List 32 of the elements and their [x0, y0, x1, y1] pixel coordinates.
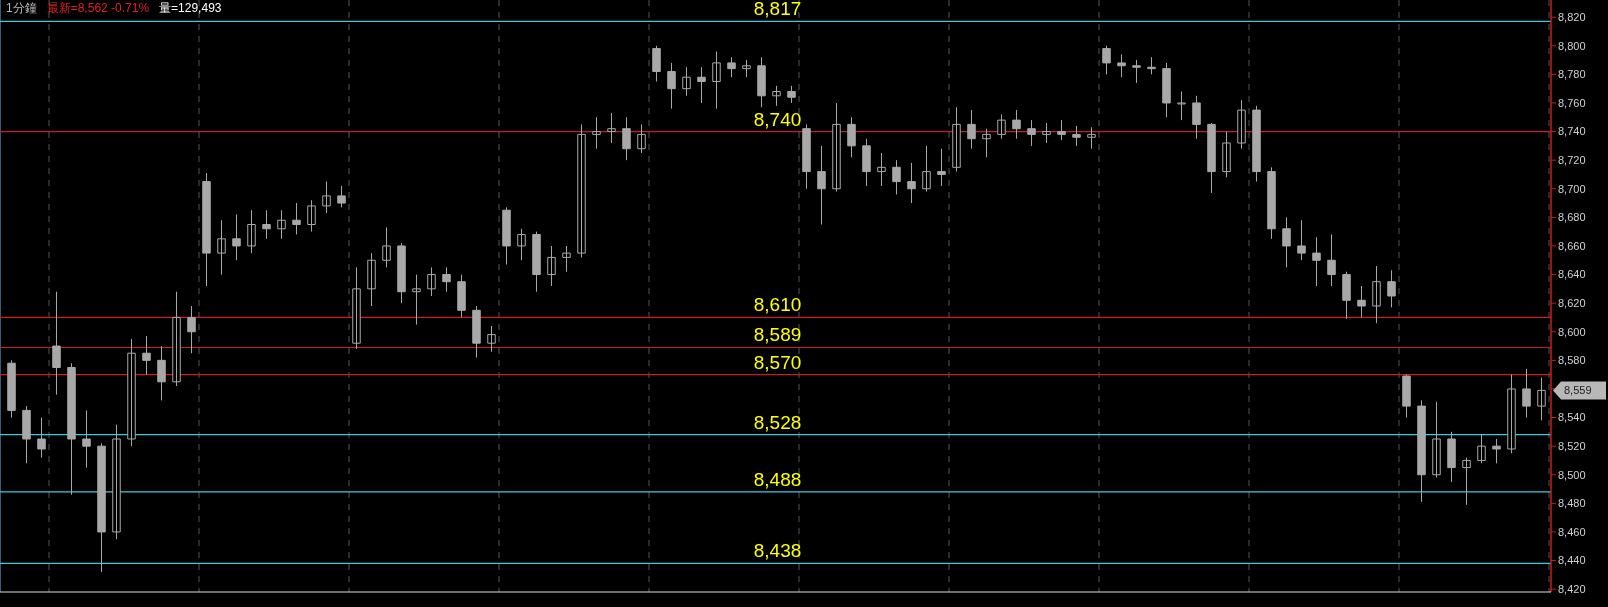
- y-tick-label: 8,500: [1558, 468, 1586, 481]
- y-tick-label: 8,580: [1558, 354, 1586, 367]
- y-tick-label: 8,760: [1558, 96, 1586, 109]
- y-tick-label: 8,600: [1558, 325, 1586, 338]
- y-tick-label: 8,800: [1558, 39, 1586, 52]
- ref-line-label: 8,610: [753, 294, 802, 316]
- y-tick-label: 8,620: [1558, 297, 1586, 309]
- y-tick-label: 8,440: [1558, 554, 1586, 567]
- ref-line-label: 8,817: [753, 0, 802, 20]
- y-tick-label: 8,520: [1558, 439, 1586, 452]
- chart-subtitle: 最新=8,562 -0.71%: [46, 1, 150, 15]
- ref-line-label: 8,740: [753, 108, 802, 130]
- annotation: 量=129,493: [159, 1, 222, 15]
- y-tick-label: 8,420: [1558, 582, 1586, 595]
- y-tick-label: 8,640: [1558, 268, 1586, 281]
- ref-line-label: 8,488: [753, 468, 802, 490]
- ref-line-label: 8,570: [753, 351, 802, 373]
- y-tick-label: 8,680: [1558, 211, 1586, 224]
- ref-line-label: 8,528: [753, 411, 802, 433]
- y-tick-label: 8,700: [1558, 182, 1586, 195]
- y-tick-label: 8,460: [1558, 525, 1586, 538]
- y-tick-label: 8,740: [1558, 125, 1586, 138]
- y-tick-label: 8,780: [1558, 68, 1586, 81]
- chart-title: 1分鐘: [6, 1, 37, 15]
- y-tick-label: 8,820: [1558, 11, 1586, 24]
- y-tick-label: 8,540: [1558, 411, 1586, 424]
- y-tick-label: 8,720: [1558, 154, 1586, 166]
- y-tick-label: 8,660: [1558, 239, 1586, 252]
- y-tick-label: 8,480: [1558, 497, 1586, 510]
- ref-line-label: 8,438: [753, 540, 802, 562]
- text: 8,559: [1564, 384, 1592, 397]
- ref-line-label: 8,589: [753, 324, 802, 346]
